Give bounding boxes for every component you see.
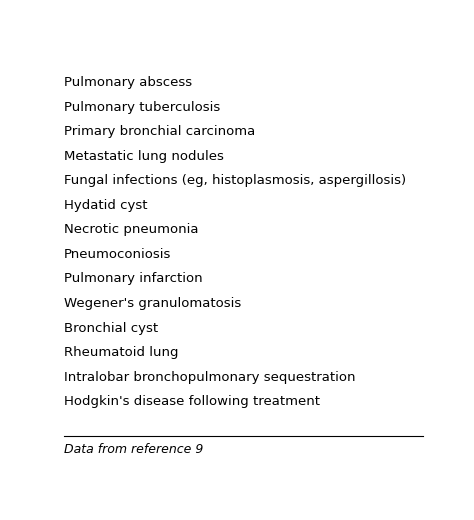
Text: Wegener's granulomatosis: Wegener's granulomatosis (64, 297, 241, 310)
Text: Rheumatoid lung: Rheumatoid lung (64, 346, 178, 359)
Text: Data from reference 9: Data from reference 9 (64, 443, 203, 456)
Text: Pulmonary tuberculosis: Pulmonary tuberculosis (64, 101, 220, 114)
Text: Hydatid cyst: Hydatid cyst (64, 199, 147, 212)
Text: Bronchial cyst: Bronchial cyst (64, 321, 158, 334)
Text: Pulmonary abscess: Pulmonary abscess (64, 76, 192, 89)
Text: Intralobar bronchopulmonary sequestration: Intralobar bronchopulmonary sequestratio… (64, 371, 355, 384)
Text: Pneumoconiosis: Pneumoconiosis (64, 248, 171, 261)
Text: Primary bronchial carcinoma: Primary bronchial carcinoma (64, 125, 255, 138)
Text: Fungal infections (eg, histoplasmosis, aspergillosis): Fungal infections (eg, histoplasmosis, a… (64, 174, 406, 187)
Text: Metastatic lung nodules: Metastatic lung nodules (64, 150, 224, 163)
Text: Pulmonary infarction: Pulmonary infarction (64, 272, 202, 285)
Text: Hodgkin's disease following treatment: Hodgkin's disease following treatment (64, 395, 319, 408)
Text: Necrotic pneumonia: Necrotic pneumonia (64, 224, 198, 237)
